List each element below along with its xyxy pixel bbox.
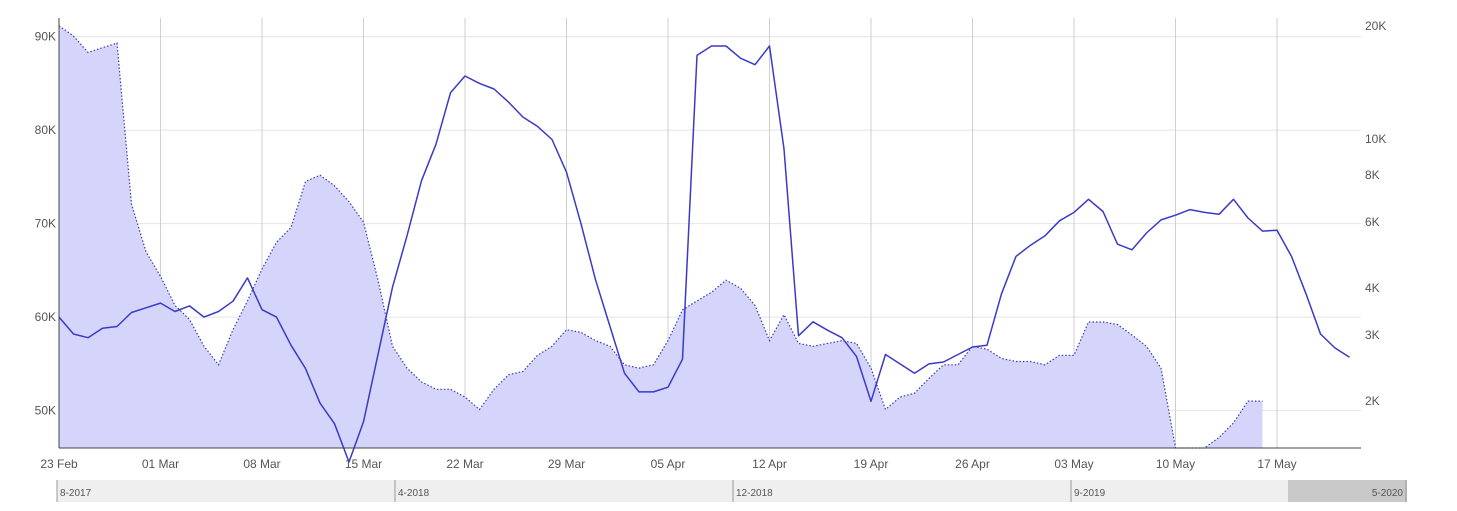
x-tick-label: 22 Mar bbox=[446, 457, 483, 471]
navigator-label: 5-2020 bbox=[1372, 488, 1404, 499]
x-tick-label: 23 Feb bbox=[40, 457, 78, 471]
navigator-label: 12-2018 bbox=[736, 488, 773, 499]
left-tick-label: 80K bbox=[35, 123, 56, 137]
right-axis-tick-labels: 2K 3K 4K 6K 8K 10K 20K bbox=[1365, 19, 1386, 408]
x-tick-label: 17 May bbox=[1257, 457, 1296, 471]
x-tick-label: 12 Apr bbox=[752, 457, 787, 471]
line-series bbox=[58, 45, 1350, 463]
line-path bbox=[58, 45, 1350, 463]
x-tick-label: 08 Mar bbox=[243, 457, 280, 471]
navigator-selection[interactable] bbox=[1288, 480, 1407, 502]
left-tick-label: 90K bbox=[35, 30, 56, 44]
x-tick-label: 05 Apr bbox=[651, 457, 686, 471]
x-tick-label: 15 Mar bbox=[345, 457, 382, 471]
area-fill bbox=[59, 25, 1263, 449]
area-series bbox=[58, 25, 1263, 449]
left-tick-label: 70K bbox=[35, 217, 56, 231]
axes bbox=[58, 18, 1361, 449]
area-outline bbox=[58, 25, 1263, 449]
left-tick-label: 50K bbox=[35, 404, 56, 418]
right-tick-label: 6K bbox=[1365, 215, 1380, 229]
range-navigator[interactable]: 8-2017 4-2018 12-2018 9-2019 5-2020 bbox=[56, 480, 1407, 502]
x-axis-tick-labels: 23 Feb 01 Mar 08 Mar 15 Mar 22 Mar 29 Mar 05 A… bbox=[40, 457, 1296, 471]
left-tick-label: 60K bbox=[35, 310, 56, 324]
right-tick-label: 20K bbox=[1365, 19, 1386, 33]
right-tick-label: 10K bbox=[1365, 132, 1386, 146]
x-tick-label: 29 Mar bbox=[548, 457, 585, 471]
x-tick-label: 01 Mar bbox=[142, 457, 179, 471]
right-tick-label: 4K bbox=[1365, 281, 1380, 295]
x-tick-label: 19 Apr bbox=[854, 457, 889, 471]
navigator-label: 8-2017 bbox=[60, 488, 92, 499]
right-tick-label: 8K bbox=[1365, 168, 1380, 182]
navigator-label: 9-2019 bbox=[1074, 488, 1106, 499]
right-tick-label: 3K bbox=[1365, 328, 1380, 342]
right-tick-label: 2K bbox=[1365, 394, 1380, 408]
navigator-label: 4-2018 bbox=[398, 488, 430, 499]
x-tick-label: 10 May bbox=[1156, 457, 1195, 471]
x-tick-label: 03 May bbox=[1054, 457, 1093, 471]
left-axis-tick-labels: 50K 60K 70K 80K 90K bbox=[35, 30, 56, 418]
navigator-track[interactable] bbox=[57, 480, 1407, 502]
x-tick-label: 26 Apr bbox=[955, 457, 990, 471]
